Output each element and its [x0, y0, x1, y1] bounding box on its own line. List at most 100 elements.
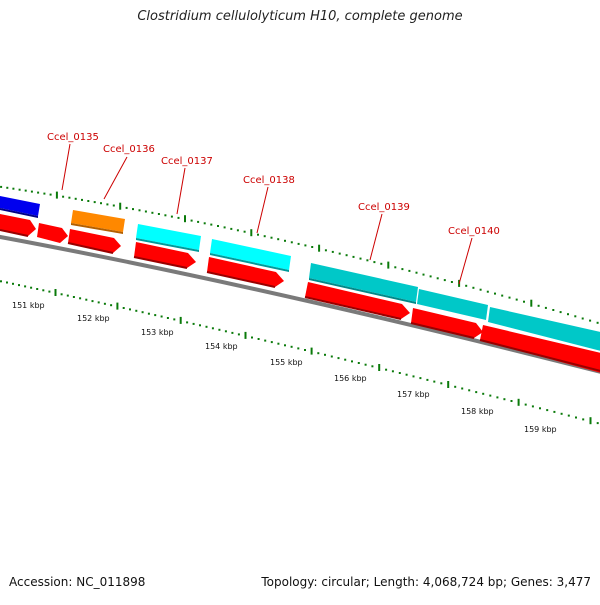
- outer-minor-tick: [515, 298, 518, 301]
- ruler-label-156: 156 kbp: [334, 374, 367, 383]
- outer-minor-tick: [401, 268, 404, 271]
- ruler-minor-tick: [18, 284, 20, 287]
- outer-minor-tick: [230, 227, 233, 230]
- outer-minor-tick: [132, 208, 134, 211]
- ruler-minor-tick: [351, 360, 353, 363]
- ruler-minor-tick: [475, 391, 478, 394]
- genome-summary-text: Topology: circular; Length: 4,068,724 bp…: [261, 575, 591, 589]
- gene-block-ccel-0137[interactable]: [210, 239, 291, 270]
- gene-block-ccel-0136[interactable]: [136, 224, 201, 250]
- ruler-major-tick: [179, 316, 182, 324]
- ruler-minor-tick: [330, 355, 333, 358]
- outer-minor-tick: [170, 215, 173, 218]
- ruler-minor-tick: [385, 368, 388, 371]
- ruler-minor-tick: [205, 325, 208, 328]
- outer-minor-tick: [338, 252, 341, 255]
- gene-block-ccel-0140[interactable]: [488, 307, 600, 352]
- gene-label-ccel-0136[interactable]: Ccel_0136: [103, 144, 155, 155]
- ruler-minor-tick: [97, 301, 100, 304]
- gene-label-ccel-0137[interactable]: Ccel_0137: [161, 156, 213, 167]
- ruler-minor-tick: [489, 394, 492, 397]
- gene-label-ccel-0135[interactable]: Ccel_0135: [47, 132, 99, 143]
- ruler-minor-tick: [122, 307, 125, 309]
- cds-arrow-1[interactable]: [0, 214, 36, 236]
- outer-minor-tick: [297, 242, 300, 245]
- cds-arrow-3[interactable]: [68, 229, 121, 253]
- ruler-minor-tick: [135, 309, 138, 312]
- outer-minor-tick: [81, 198, 83, 201]
- ruler-label-158: 158 kbp: [461, 407, 494, 416]
- ruler-minor-tick: [173, 318, 176, 321]
- cds-arrow-5[interactable]: [207, 257, 284, 287]
- outer-minor-tick: [243, 230, 246, 233]
- outer-minor-tick: [465, 284, 468, 287]
- outer-major-tick: [250, 229, 253, 237]
- ruler-label-154: 154 kbp: [205, 342, 238, 351]
- outer-minor-tick: [144, 210, 147, 213]
- ruler-major-tick: [54, 289, 57, 296]
- ruler-minor-tick: [567, 414, 570, 417]
- accession-text: Accession: NC_011898: [9, 575, 146, 589]
- ruler-minor-tick: [553, 410, 556, 413]
- outer-minor-tick: [359, 257, 362, 260]
- outer-minor-tick: [373, 261, 376, 264]
- ruler-minor-tick: [218, 328, 221, 331]
- gene-block-shadow-ccel-0135: [71, 223, 123, 234]
- cds-arrow-edge-7: [410, 322, 475, 339]
- outer-minor-tick: [125, 206, 128, 209]
- ruler-minor-tick: [539, 407, 541, 410]
- gene-block-ccel-0138[interactable]: [309, 263, 418, 302]
- ruler-minor-tick: [284, 344, 286, 347]
- ruler-minor-tick: [30, 286, 33, 289]
- ruler-minor-tick: [110, 304, 113, 307]
- outer-minor-tick: [49, 193, 52, 196]
- ruler-tick-track: [0, 280, 599, 425]
- cds-arrow-7[interactable]: [411, 308, 483, 338]
- ruler-minor-tick: [0, 280, 2, 283]
- ruler-minor-tick: [72, 296, 75, 298]
- outer-minor-tick: [93, 201, 96, 204]
- gene-label-ccel-0140[interactable]: Ccel_0140: [448, 226, 500, 237]
- cds-arrow-edge-8: [479, 339, 600, 372]
- outer-minor-tick: [331, 250, 334, 253]
- gene-block-0[interactable]: [0, 196, 40, 216]
- outer-minor-tick: [479, 288, 482, 291]
- ruler-minor-tick: [141, 311, 144, 314]
- ruler-minor-tick: [66, 294, 69, 297]
- outer-minor-tick: [177, 216, 180, 219]
- outer-minor-tick: [494, 292, 496, 295]
- ruler-minor-tick: [412, 375, 415, 378]
- outer-minor-tick: [112, 204, 115, 207]
- ruler-minor-tick: [147, 312, 150, 315]
- cds-arrow-8[interactable]: [480, 325, 600, 374]
- gene-label-ccel-0138[interactable]: Ccel_0138: [243, 175, 295, 186]
- ruler-minor-tick: [297, 347, 300, 350]
- ruler-minor-tick: [582, 418, 585, 421]
- outer-minor-tick: [223, 226, 226, 229]
- outer-minor-tick: [217, 225, 219, 227]
- ruler-minor-tick: [251, 336, 253, 339]
- ruler-minor-tick: [24, 285, 27, 288]
- ruler-minor-tick: [91, 300, 94, 303]
- outer-minor-tick: [106, 203, 109, 206]
- cds-arrow-2[interactable]: [37, 223, 68, 243]
- gene-label-ccel-0139[interactable]: Ccel_0139: [358, 202, 410, 213]
- ruler-minor-tick: [103, 302, 106, 305]
- ruler-minor-tick: [270, 341, 273, 344]
- outer-minor-tick: [87, 200, 90, 202]
- gene-block-ccel-0135[interactable]: [71, 210, 125, 232]
- ruler-minor-tick: [42, 289, 45, 292]
- ruler-minor-tick: [6, 281, 8, 284]
- gene-labels: Ccel_0135 Ccel_0136 Ccel_0137 Ccel_0138 …: [47, 132, 500, 237]
- ruler-minor-tick: [364, 363, 367, 366]
- outer-minor-tick: [30, 190, 33, 193]
- ruler-minor-tick: [371, 365, 374, 368]
- ruler-minor-tick: [433, 380, 436, 383]
- outer-minor-tick: [345, 254, 348, 257]
- outer-tick-track: [0, 185, 599, 324]
- cds-arrow-edge-3: [67, 242, 114, 254]
- cds-arrow-6[interactable]: [305, 282, 410, 319]
- cds-arrow-4[interactable]: [134, 242, 196, 268]
- gene-block-ccel-0139[interactable]: [417, 289, 488, 320]
